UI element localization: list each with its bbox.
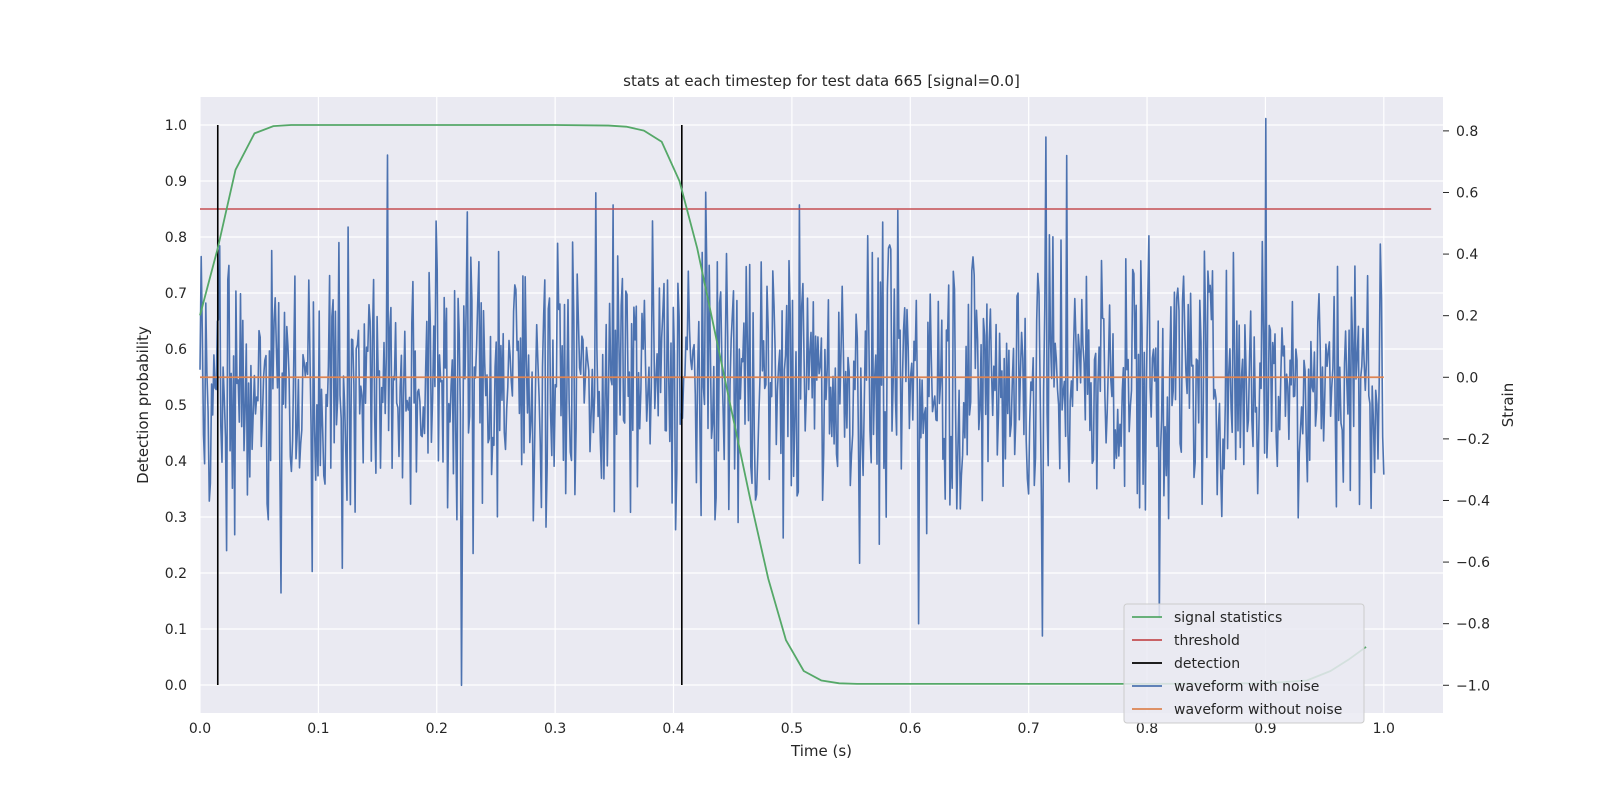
- y-axis-title: Detection probability: [134, 326, 152, 484]
- x-tick-label: 1.0: [1373, 721, 1395, 737]
- legend-label: signal statistics: [1174, 610, 1282, 626]
- x-tick-label: 0.5: [781, 721, 803, 737]
- y2-tick-label: 0.2: [1456, 309, 1478, 325]
- x-tick-label: 0.6: [899, 721, 921, 737]
- x-axis-title: Time (s): [790, 742, 852, 760]
- x-tick-label: 0.4: [662, 721, 684, 737]
- legend: signal statistics threshold detection wavef…: [1123, 603, 1365, 724]
- legend-label: waveform without noise: [1174, 702, 1342, 718]
- x-tick-label: 0.2: [426, 721, 448, 737]
- x-tick-label: 0.7: [1018, 721, 1040, 737]
- y-tick-label: 0.6: [165, 342, 187, 358]
- legend-label: threshold: [1174, 633, 1240, 649]
- y-tick-label: 1.0: [165, 118, 187, 134]
- legend-box: [1123, 603, 1365, 724]
- y2-tick-label: −1.0: [1456, 678, 1490, 694]
- y2-tick-label: −0.4: [1456, 493, 1490, 509]
- chart-title: stats at each timestep for test data 665…: [623, 72, 1020, 90]
- y-tick-label: 0.5: [165, 398, 187, 414]
- legend-label: detection: [1174, 656, 1240, 672]
- x-axis: 0.0 0.1 0.2 0.3 0.4 0.5 0.6 0.7 0.8 0.9 1.0: [189, 721, 1395, 737]
- y-tick-label: 0.3: [165, 510, 187, 526]
- legend-label: waveform with noise: [1174, 679, 1319, 695]
- y-tick-label: 0.9: [165, 174, 187, 190]
- x-tick-label: 0.0: [189, 721, 211, 737]
- y-tick-label: 0.2: [165, 566, 187, 582]
- y2-tick-label: −0.6: [1456, 555, 1490, 571]
- y2-axis-title: Strain: [1499, 383, 1517, 427]
- x-tick-label: 0.1: [307, 721, 329, 737]
- y2-tick-label: 0.4: [1456, 247, 1478, 263]
- y2-tick-label: −0.8: [1456, 617, 1490, 633]
- y2-tick-label: 0.0: [1456, 370, 1478, 386]
- y2-tick-label: −0.2: [1456, 432, 1490, 448]
- x-tick-label: 0.9: [1254, 721, 1276, 737]
- y-tick-label: 0.8: [165, 230, 187, 246]
- y-axis-left: 0.0 0.1 0.2 0.3 0.4 0.5 0.6 0.7 0.8 0.9 1.0: [165, 118, 187, 694]
- y-tick-label: 0.1: [165, 622, 187, 638]
- y-tick-label: 0.7: [165, 286, 187, 302]
- x-tick-label: 0.3: [544, 721, 566, 737]
- x-tick-label: 0.8: [1136, 721, 1158, 737]
- y2-tick-label: 0.6: [1456, 185, 1478, 201]
- y2-tick-label: 0.8: [1456, 124, 1478, 140]
- y-axis-right: −1.0 −0.8 −0.6 −0.4 −0.2 0.0 0.2 0.4 0.6 0.8: [1443, 124, 1490, 694]
- y-tick-label: 0.0: [165, 678, 187, 694]
- series-waveform-with-noise: [199, 117, 1385, 687]
- y-tick-label: 0.4: [165, 454, 187, 470]
